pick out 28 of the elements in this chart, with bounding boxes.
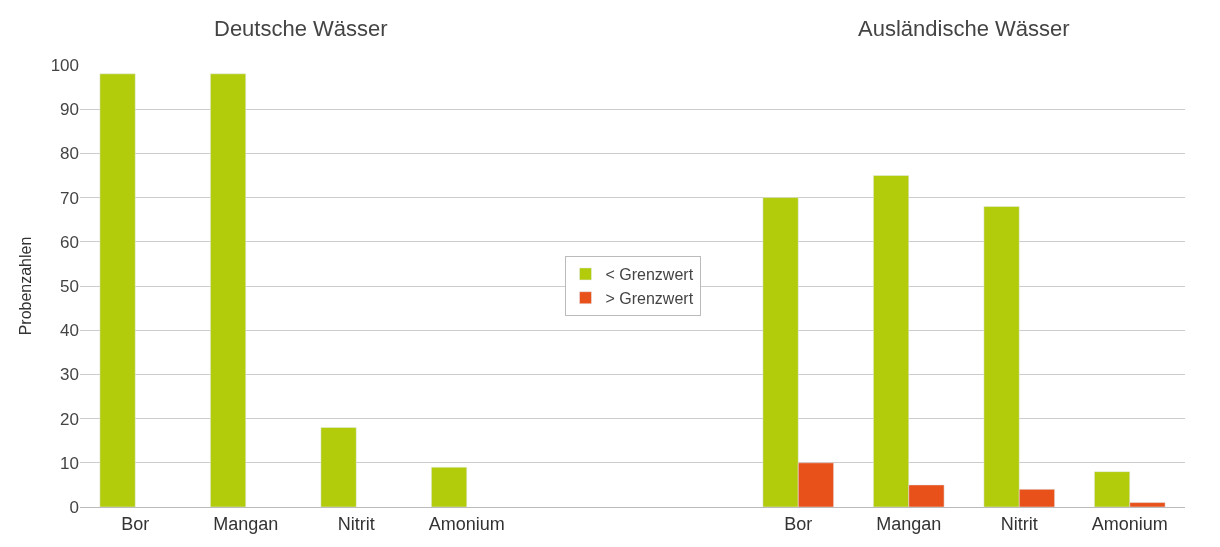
x-tick-label: Amonium: [1091, 513, 1168, 534]
y-tick-label: 50: [60, 276, 79, 296]
y-tick-label: 90: [60, 100, 79, 120]
x-tick-label: Nitrit: [337, 513, 375, 534]
x-tick-label: Bor: [784, 513, 813, 534]
y-tick-label: 70: [60, 188, 79, 208]
bar: [320, 427, 357, 507]
y-tick-label: 20: [60, 409, 79, 429]
legend-label: < Grenzwert: [605, 266, 694, 284]
y-tick-label: 100: [50, 55, 79, 75]
x-tick-label: Amonium: [428, 513, 505, 534]
x-tick-label: Mangan: [876, 513, 942, 534]
x-tick-label: Nitrit: [1000, 513, 1038, 534]
x-tick-label: Mangan: [213, 513, 279, 534]
bar: [431, 466, 467, 507]
text: Deutsche Wässer: [214, 16, 388, 41]
y-axis-title: Probenzahlen: [16, 236, 34, 336]
text: Ausländische Wässer: [858, 16, 1070, 41]
y-tick-label: 10: [60, 453, 79, 473]
y-tick-label: 40: [60, 321, 79, 341]
x-tick-label: Bor: [121, 513, 150, 534]
bar: [99, 73, 136, 507]
legend-label: > Grenzwert: [605, 289, 694, 307]
y-tick-label: 30: [60, 365, 79, 385]
y-tick-label: 0: [69, 497, 79, 517]
bar: [210, 73, 246, 507]
y-tick-label: 60: [60, 232, 79, 252]
y-tick-label: 80: [60, 144, 79, 164]
